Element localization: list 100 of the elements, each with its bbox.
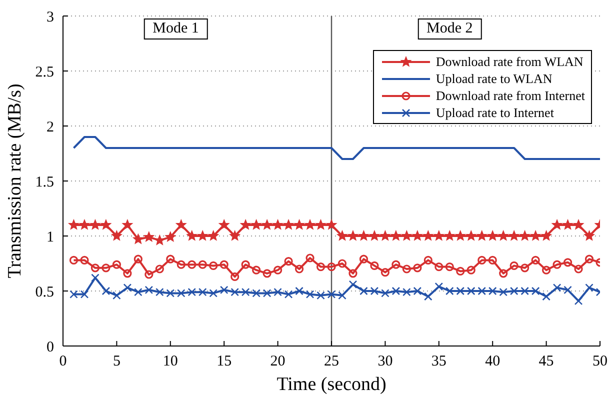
point [294,220,304,230]
point [186,230,198,240]
point [574,264,583,274]
point [380,230,390,240]
point [100,220,112,230]
point [380,268,390,277]
point [584,230,594,240]
point [434,262,444,272]
point [176,260,186,269]
point [552,220,562,230]
legend-label: Download rate from WLAN [436,53,584,70]
y-tick-label: 3 [46,9,54,26]
point [402,264,411,274]
point [123,269,132,278]
point [508,230,520,240]
point [79,220,90,230]
x-tick-label: 25 [324,354,339,370]
y-tick-label: 2 [46,119,54,136]
y-tick-label: 0 [46,339,54,356]
point [304,220,316,230]
point [488,256,497,264]
point [272,220,283,230]
point [197,230,208,240]
point [241,260,250,269]
point [478,256,486,264]
point [220,260,228,269]
point [209,261,218,270]
legend-label: Upload rate to WLAN [436,70,552,87]
point [541,230,552,240]
legend-label: Download rate from Internet [436,87,585,104]
point [240,220,251,230]
y-tick-label: 0.5 [35,284,54,300]
point [424,256,432,264]
point [134,254,142,264]
point [338,259,347,268]
point [112,260,121,269]
point [166,254,175,264]
x-tick-label: 10 [162,354,178,370]
point [69,256,78,264]
point [520,264,530,272]
point [327,262,336,272]
point [369,230,380,240]
point [456,266,465,276]
point [133,234,144,244]
point [144,270,154,279]
point [348,269,358,278]
point [348,230,358,240]
point [573,220,584,230]
point [144,232,154,242]
point [188,260,196,269]
point [230,272,240,281]
point [251,220,262,230]
x-tick-label: 15 [216,354,232,370]
point [316,262,326,272]
x-tick-label: 20 [270,354,286,370]
point [274,266,282,274]
point [80,256,89,264]
point [510,261,518,270]
point [390,230,402,240]
x-tick-label: 35 [431,354,446,370]
x-axis-title: Time (second) [276,374,386,395]
point [466,266,476,274]
point [165,232,176,242]
point [498,230,508,240]
point [531,256,540,264]
point [90,220,100,230]
point [434,230,444,240]
point [358,230,369,240]
legend-label: Upload rate to Internet [436,104,554,121]
point [392,260,400,269]
point [530,230,541,240]
y-tick-label: 1 [46,229,54,246]
point [102,264,110,272]
point [359,254,368,264]
point [563,258,572,267]
point [176,220,186,230]
point [542,266,551,274]
x-tick-label: 5 [112,354,120,370]
point [155,264,164,274]
point [455,230,466,240]
point [476,230,488,240]
point [252,266,261,274]
point [326,220,337,230]
annotation: Mode 1 [144,18,208,40]
point [562,220,573,230]
point [122,220,133,230]
y-tick-label: 2.5 [35,64,54,80]
point [552,260,562,269]
point [154,235,165,245]
point [487,230,498,240]
point [466,230,476,240]
x-tick-label: 0 [59,354,67,370]
point [262,269,272,278]
point [306,254,314,262]
point [520,230,530,240]
point [445,262,454,272]
point [90,264,100,272]
point [230,230,240,240]
x-tick-label: 40 [485,354,500,370]
point [208,230,219,240]
